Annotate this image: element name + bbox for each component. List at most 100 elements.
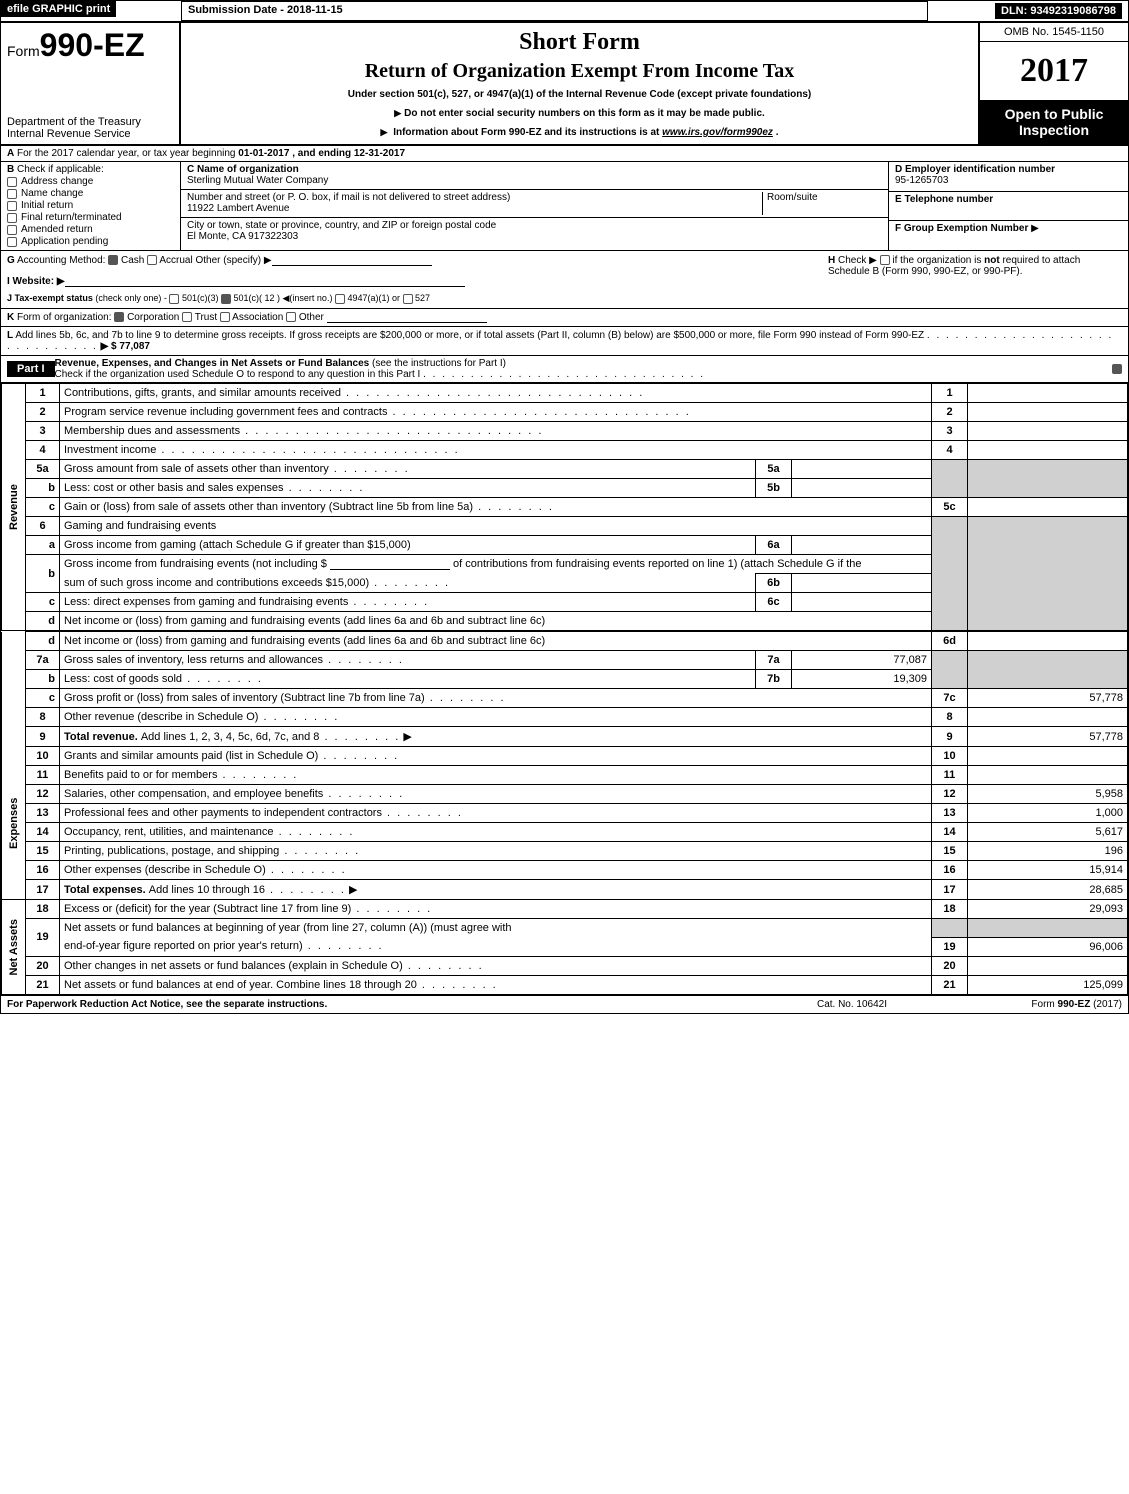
line-10-value xyxy=(968,747,1128,766)
g-label: G xyxy=(7,255,15,266)
title-short-form: Short Form xyxy=(187,29,972,56)
phone-row: E Telephone number xyxy=(889,192,1128,222)
row-g-left: G Accounting Method: Cash Accrual Other … xyxy=(7,255,822,304)
chk-other-org[interactable] xyxy=(286,312,296,322)
chk-corporation[interactable] xyxy=(114,312,124,322)
shaded-cell xyxy=(932,517,968,631)
line-17-value: 28,685 xyxy=(968,880,1128,900)
website-input[interactable] xyxy=(65,276,465,287)
page-footer: For Paperwork Reduction Act Notice, see … xyxy=(1,995,1128,1013)
col-de-ids: D Employer identification number 95-1265… xyxy=(888,162,1128,250)
line-7b-value: 19,309 xyxy=(792,670,932,689)
line-2-row: 2 Program service revenue including gove… xyxy=(2,403,1128,422)
line-9-row: 9 Total revenue. Add lines 1, 2, 3, 4, 5… xyxy=(2,727,1128,747)
city-value: El Monte, CA 917322303 xyxy=(187,231,882,242)
dots-icon xyxy=(423,369,705,380)
chk-4947[interactable] xyxy=(335,294,345,304)
line-19-row-2: end-of-year figure reported on prior yea… xyxy=(2,937,1128,956)
gross-receipts-value: ▶ $ 77,087 xyxy=(101,341,150,352)
line-8-row: 8 Other revenue (describe in Schedule O)… xyxy=(2,708,1128,727)
efile-print-label: efile GRAPHIC print xyxy=(1,1,116,17)
col-b-checkboxes: B Check if applicable: Address change Na… xyxy=(1,162,181,250)
line-6c-value xyxy=(792,593,932,612)
chk-application-pending[interactable] xyxy=(7,237,17,247)
line-15-row: 15 Printing, publications, postage, and … xyxy=(2,842,1128,861)
form-prefix: Form xyxy=(7,43,40,59)
other-org-input[interactable] xyxy=(327,312,487,323)
org-street-row: Number and street (or P. O. box, if mail… xyxy=(181,190,888,218)
part-i-title-note: (see the instructions for Part I) xyxy=(372,358,506,369)
other-specify-input[interactable] xyxy=(272,255,432,266)
side-revenue-label-cont xyxy=(2,632,26,747)
part-i-title: Revenue, Expenses, and Changes in Net As… xyxy=(55,358,370,369)
line-20-row: 20 Other changes in net assets or fund b… xyxy=(2,956,1128,975)
line-21-value: 125,099 xyxy=(968,975,1128,994)
section-identity: B Check if applicable: Address change Na… xyxy=(1,162,1128,251)
efile-print-badge: efile GRAPHIC print xyxy=(1,1,181,21)
line-3-row: 3 Membership dues and assessments 3 xyxy=(2,422,1128,441)
line-1-row: Revenue 1 Contributions, gifts, grants, … xyxy=(2,384,1128,403)
chk-association[interactable] xyxy=(220,312,230,322)
chk-address-change[interactable] xyxy=(7,177,17,187)
tax-year: 2017 xyxy=(980,42,1128,100)
org-name-label: C Name of organization xyxy=(187,164,882,175)
line-16-value: 15,914 xyxy=(968,861,1128,880)
chk-final-return[interactable] xyxy=(7,213,17,223)
k-label: K xyxy=(7,312,14,323)
shaded-cell xyxy=(932,919,968,938)
street-label: Number and street (or P. O. box, if mail… xyxy=(187,192,762,203)
line-15-value: 196 xyxy=(968,842,1128,861)
top-row: efile GRAPHIC print Submission Date - 20… xyxy=(1,1,1128,23)
line-14-value: 5,617 xyxy=(968,823,1128,842)
dln-label: DLN: 93492319086798 xyxy=(995,3,1122,19)
chk-501c[interactable] xyxy=(221,294,231,304)
line-10-row: Expenses 10 Grants and similar amounts p… xyxy=(2,747,1128,766)
chk-527[interactable] xyxy=(403,294,413,304)
row-l: L Add lines 5b, 6c, and 7b to line 9 to … xyxy=(1,327,1128,356)
line-6d-value xyxy=(968,632,1128,651)
chk-trust[interactable] xyxy=(182,312,192,322)
line-5a-row: 5a Gross amount from sale of assets othe… xyxy=(2,460,1128,479)
chk-amended-return[interactable] xyxy=(7,225,17,235)
line-5c-row: c Gain or (loss) from sale of assets oth… xyxy=(2,498,1128,517)
ein-value: 95-1265703 xyxy=(895,175,1122,186)
col-b-label: B xyxy=(7,164,14,175)
j-label: J Tax-exempt status xyxy=(7,293,93,303)
part-i-lines-table-cont: d Net income or (loss) from gaming and f… xyxy=(1,631,1128,995)
shaded-cell xyxy=(932,460,968,498)
header-left: Form990-EZ Department of the Treasury In… xyxy=(1,23,181,144)
fundraising-amount-input[interactable] xyxy=(330,559,450,570)
line-5a-value xyxy=(792,460,932,479)
row-k: K Form of organization: Corporation Trus… xyxy=(1,309,1128,327)
row-a-label: A xyxy=(7,148,14,159)
line-13-value: 1,000 xyxy=(968,804,1128,823)
l-label: L xyxy=(7,330,13,341)
chk-initial-return[interactable] xyxy=(7,201,17,211)
line-11-row: 11 Benefits paid to or for members 11 xyxy=(2,766,1128,785)
side-netassets-label: Net Assets xyxy=(2,900,26,995)
chk-schedule-o-part-i[interactable] xyxy=(1112,364,1122,374)
org-name-row: C Name of organization Sterling Mutual W… xyxy=(181,162,888,190)
agency-block: Department of the Treasury Internal Reve… xyxy=(7,116,173,140)
instructions-link[interactable]: www.irs.gov/form990ez xyxy=(662,127,773,138)
line-7c-value: 57,778 xyxy=(968,689,1128,708)
dept-treasury: Department of the Treasury xyxy=(7,116,173,128)
shaded-cell xyxy=(968,517,1128,631)
city-label: City or town, state or province, country… xyxy=(187,220,882,231)
chk-501c3[interactable] xyxy=(169,294,179,304)
line-4-value xyxy=(968,441,1128,460)
arrow-icon: ▶ xyxy=(1031,223,1039,234)
line-12-value: 5,958 xyxy=(968,785,1128,804)
header-mid: Short Form Return of Organization Exempt… xyxy=(181,23,978,144)
form-990ez-page: efile GRAPHIC print Submission Date - 20… xyxy=(0,0,1129,1014)
chk-h-not-required[interactable] xyxy=(880,255,890,265)
chk-cash[interactable] xyxy=(108,255,118,265)
line-5b-value xyxy=(792,479,932,498)
chk-name-change[interactable] xyxy=(7,189,17,199)
line-11-value xyxy=(968,766,1128,785)
ein-label: D Employer identification number xyxy=(895,164,1122,175)
org-name-value: Sterling Mutual Water Company xyxy=(187,175,882,186)
chk-accrual[interactable] xyxy=(147,255,157,265)
shaded-cell xyxy=(968,919,1128,938)
omb-number: OMB No. 1545-1150 xyxy=(980,23,1128,42)
